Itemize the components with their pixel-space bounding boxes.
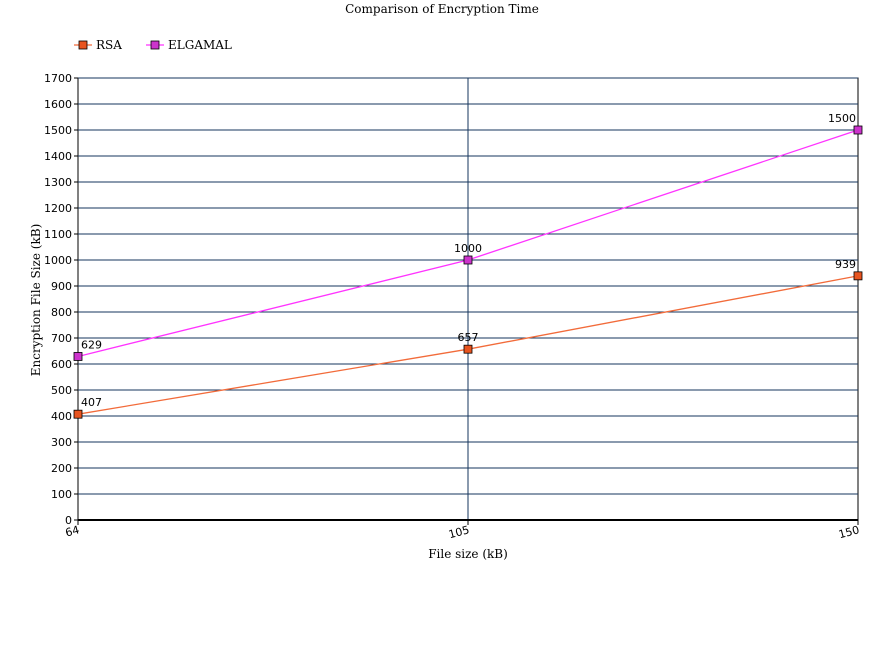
- y-tick-label: 1100: [44, 228, 72, 241]
- y-tick-label: 1700: [44, 72, 72, 85]
- legend-item-rsa: RSA: [74, 38, 122, 52]
- y-axis-ticks: 0 100 200 300 400 500 600 700 800 900 1000 1100 1200…: [44, 72, 78, 527]
- x-tick-label: 64: [64, 523, 81, 539]
- y-tick-label: 1300: [44, 176, 72, 189]
- data-point-marker: [853, 125, 863, 135]
- series-rsa: 407 657 939: [73, 258, 863, 419]
- data-label: 939: [835, 258, 856, 271]
- legend-marker-swatch: [150, 40, 160, 50]
- plot-area: 0 100 200 300 400 500 600 700 800 900 1000 1100 1200…: [44, 72, 863, 541]
- y-tick-label: 1500: [44, 124, 72, 137]
- legend-item-elgamal: ELGAMAL: [146, 38, 232, 52]
- y-tick-label: 300: [51, 436, 72, 449]
- y-axis-title: Encryption File Size (kB): [29, 224, 43, 377]
- y-tick-label: 1000: [44, 254, 72, 267]
- y-tick-label: 400: [51, 410, 72, 423]
- x-tick-label: 150: [837, 523, 861, 541]
- y-tick-label: 200: [51, 462, 72, 475]
- y-tick-label: 1400: [44, 150, 72, 163]
- y-tick-label: 500: [51, 384, 72, 397]
- y-tick-label: 0: [65, 514, 72, 527]
- data-label: 629: [81, 338, 102, 351]
- gridlines: [77, 77, 859, 521]
- y-tick-label: 900: [51, 280, 72, 293]
- y-tick-label: 700: [51, 332, 72, 345]
- chart-title: Comparison of Encryption Time: [345, 2, 539, 16]
- data-label: 1500: [828, 112, 856, 125]
- x-tick-label: 105: [447, 523, 471, 541]
- x-axis-ticks: 64 105 150: [64, 520, 861, 541]
- data-point-marker: [463, 344, 473, 354]
- y-tick-label: 100: [51, 488, 72, 501]
- legend-marker-swatch: [78, 40, 88, 50]
- data-label: 657: [458, 331, 479, 344]
- y-tick-label: 800: [51, 306, 72, 319]
- data-label: 1000: [454, 242, 482, 255]
- data-point-marker: [73, 409, 83, 419]
- legend-label: RSA: [96, 38, 122, 52]
- chart-legend: RSA ELGAMAL: [74, 38, 232, 52]
- y-tick-label: 600: [51, 358, 72, 371]
- x-axis-title: File size (kB): [428, 547, 508, 561]
- data-point-marker: [463, 255, 473, 265]
- legend-label: ELGAMAL: [168, 38, 232, 52]
- series-layer: 407 657 939 629 1000 1500: [73, 112, 863, 419]
- y-tick-label: 1600: [44, 98, 72, 111]
- series-elgamal: 629 1000 1500: [73, 112, 863, 361]
- data-label: 407: [81, 396, 102, 409]
- data-point-marker: [853, 271, 863, 281]
- y-tick-label: 1200: [44, 202, 72, 215]
- data-point-marker: [73, 352, 83, 361]
